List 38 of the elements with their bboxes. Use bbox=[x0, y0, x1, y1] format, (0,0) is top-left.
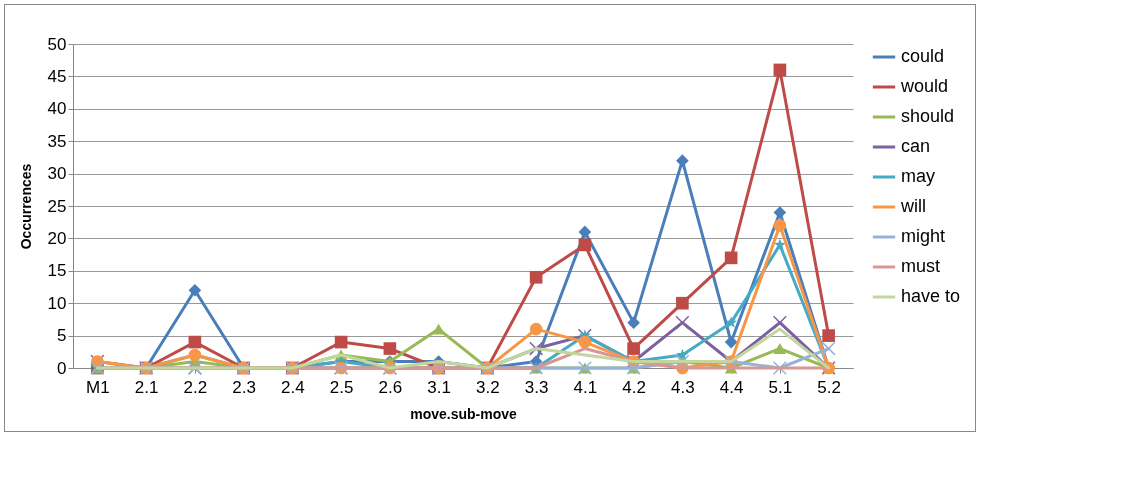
y-tick-label: 20 bbox=[47, 228, 67, 248]
x-tick-label: 4.2 bbox=[622, 377, 646, 397]
legend-label: should bbox=[901, 106, 955, 126]
y-tick-label: 0 bbox=[57, 358, 67, 378]
legend-label: can bbox=[901, 136, 931, 156]
y-tick-label: 25 bbox=[47, 196, 67, 216]
y-tick-label: 40 bbox=[47, 99, 67, 119]
x-tick-label: 5.1 bbox=[768, 377, 793, 397]
x-tick-label: 2.2 bbox=[183, 377, 208, 397]
legend-label: have to bbox=[901, 286, 961, 306]
legend-label: could bbox=[901, 46, 945, 66]
legend-label: might bbox=[901, 226, 946, 246]
x-tick-label: 2.3 bbox=[232, 377, 256, 397]
y-tick-label: 50 bbox=[47, 34, 67, 54]
x-tick-label: 2.5 bbox=[329, 377, 354, 397]
legend-label: will bbox=[900, 196, 926, 216]
y-tick-label: 45 bbox=[47, 66, 67, 86]
y-tick-label: 30 bbox=[47, 164, 67, 184]
x-tick-label: 2.4 bbox=[281, 377, 305, 397]
legend-label: must bbox=[901, 256, 941, 276]
x-tick-label: 2.1 bbox=[134, 377, 159, 397]
y-tick-label: 15 bbox=[47, 261, 67, 281]
y-tick-label: 5 bbox=[57, 326, 67, 346]
x-tick-label: 3.1 bbox=[427, 377, 451, 397]
x-tick-label: 3.3 bbox=[524, 377, 549, 397]
x-tick-label: 3.2 bbox=[476, 377, 500, 397]
x-tick-label: 4.4 bbox=[719, 377, 744, 397]
x-tick-label: 4.3 bbox=[671, 377, 695, 397]
y-tick-label: 35 bbox=[47, 131, 67, 151]
x-tick-label: M1 bbox=[86, 377, 110, 397]
legend-label: may bbox=[901, 166, 936, 186]
x-axis-title: move.sub-move bbox=[410, 405, 517, 422]
x-tick-label: 2.6 bbox=[378, 377, 403, 397]
y-tick-label: 10 bbox=[47, 293, 67, 313]
x-tick-label: 4.1 bbox=[573, 377, 598, 397]
x-tick-label: 5.2 bbox=[817, 377, 841, 397]
y-axis-title: Occurrences bbox=[17, 163, 34, 250]
legend-label: would bbox=[900, 76, 949, 96]
